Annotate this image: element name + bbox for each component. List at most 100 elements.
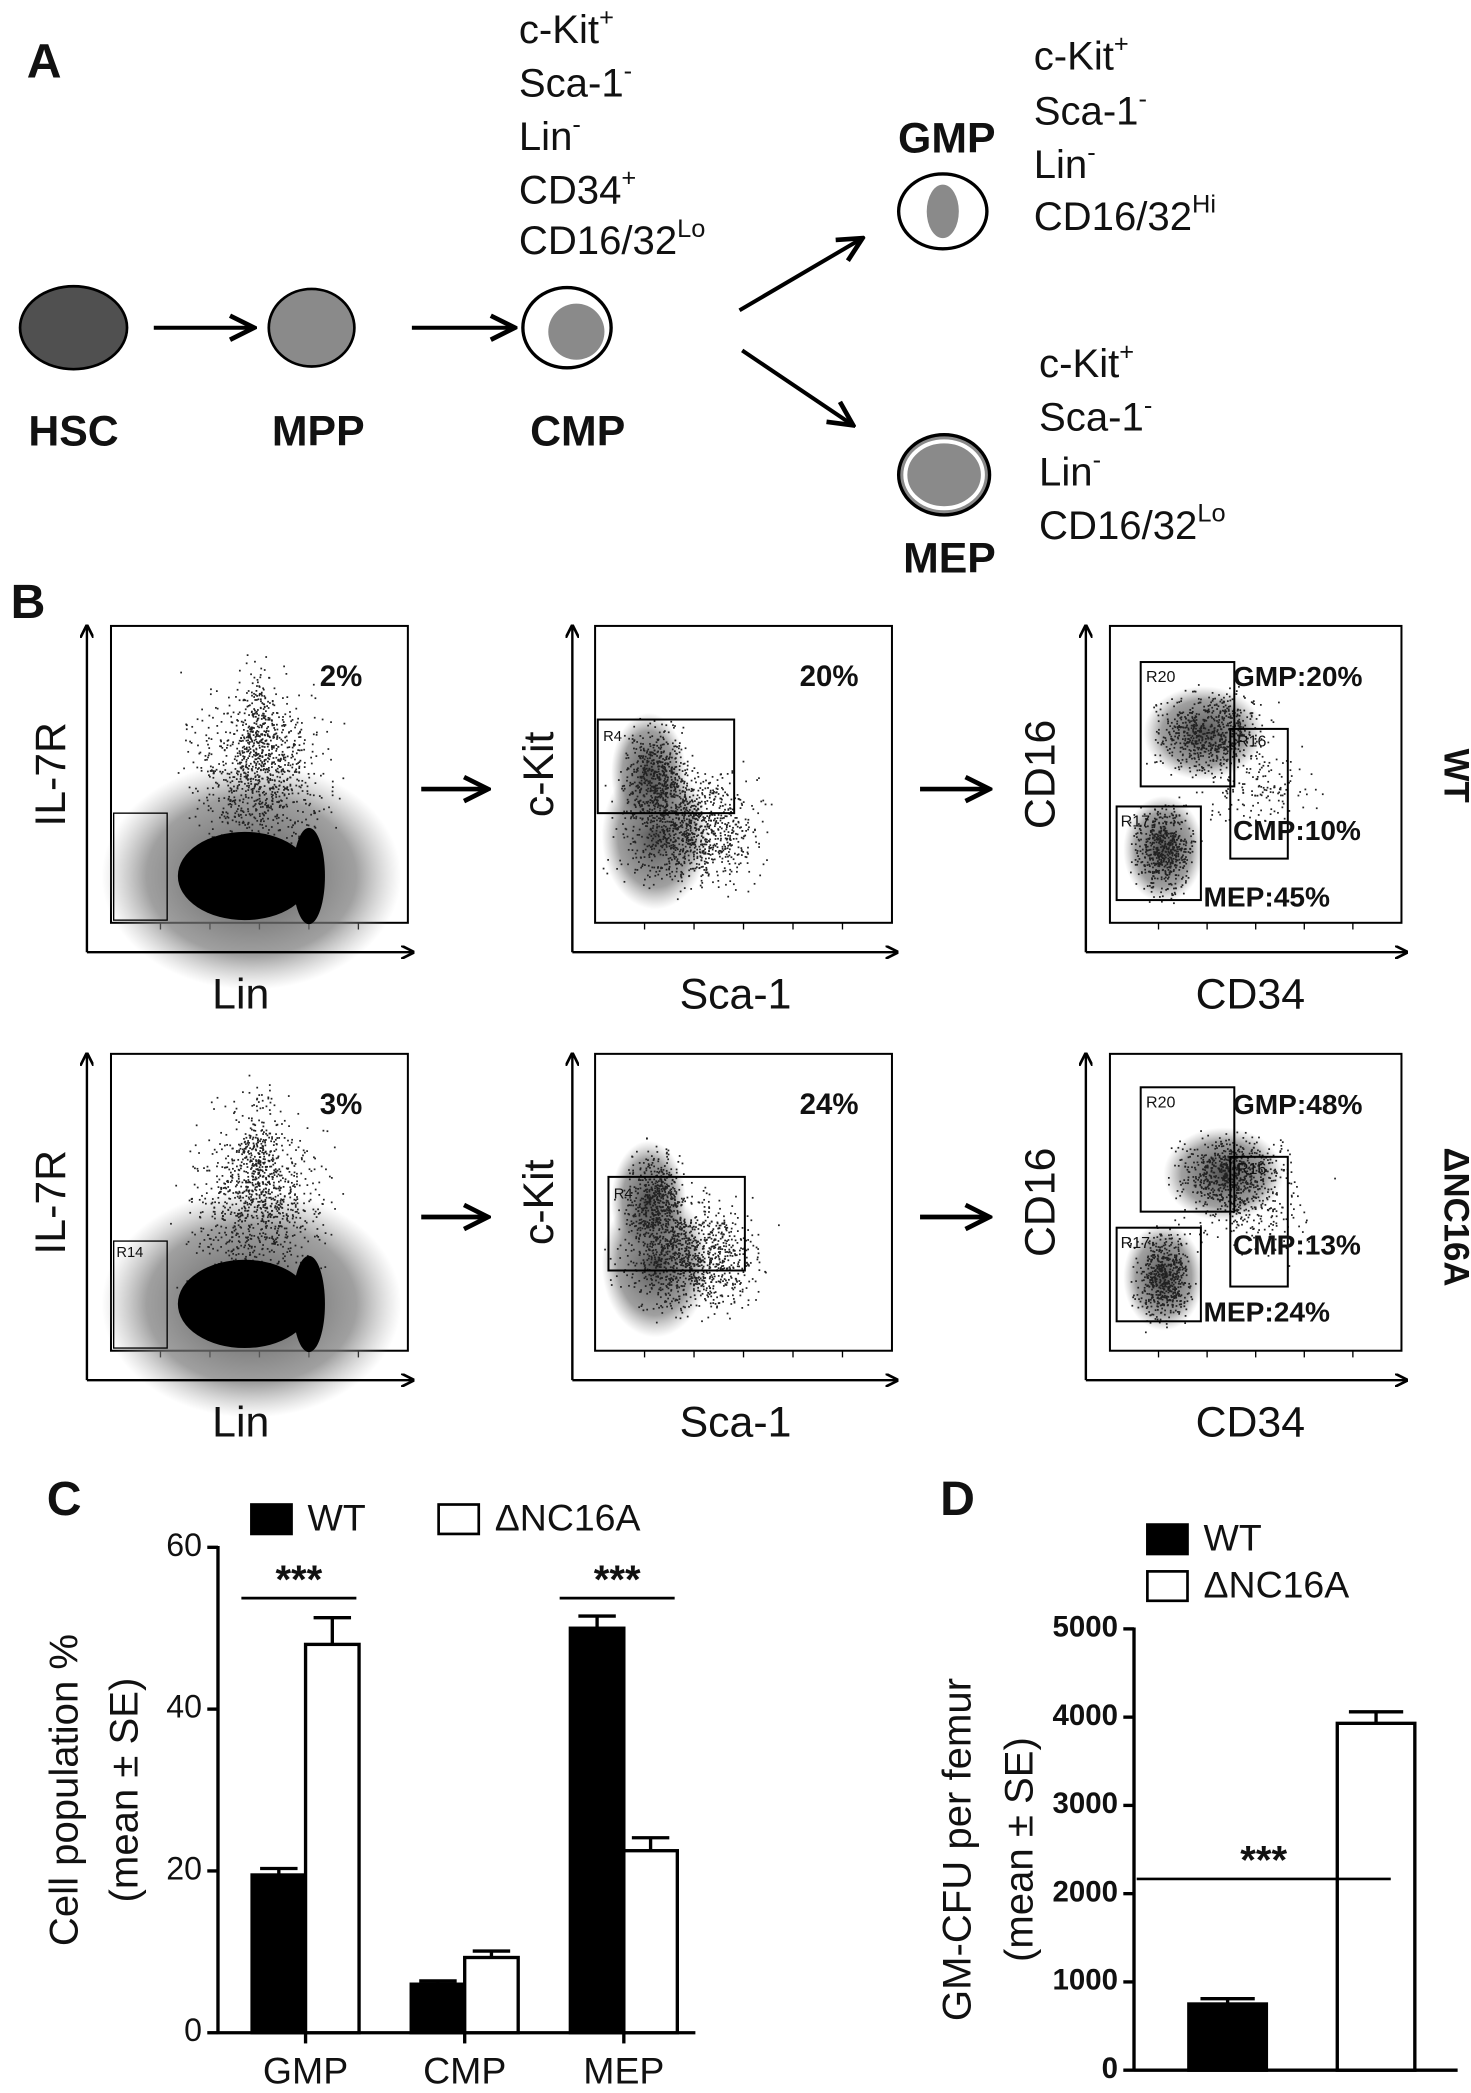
event-dot [664, 811, 667, 813]
event-dot [1136, 852, 1139, 854]
event-dot [635, 771, 638, 773]
event-dot [286, 702, 288, 705]
event-dot [290, 788, 293, 791]
event-dot [279, 766, 282, 768]
event-dot [1179, 746, 1182, 749]
event-dot [695, 863, 698, 865]
event-dot [262, 712, 265, 715]
event-dot [262, 769, 265, 771]
event-dot [1227, 779, 1230, 782]
event-dot [1244, 729, 1246, 732]
event-dot [1270, 719, 1273, 722]
event-dot [257, 730, 260, 733]
event-dot [1171, 754, 1174, 757]
event-dot [643, 795, 646, 798]
event-dot [198, 752, 201, 755]
event-dot [242, 769, 245, 772]
event-dot [1172, 870, 1175, 872]
event-dot [696, 857, 699, 860]
event-dot [705, 779, 707, 782]
event-dot [279, 760, 281, 763]
event-dot [1184, 844, 1187, 847]
density [611, 712, 687, 834]
event-dot [652, 843, 655, 846]
event-dot [1242, 791, 1245, 794]
event-dot [1174, 742, 1176, 745]
event-dot [642, 808, 645, 810]
event-dot [273, 1251, 275, 1253]
event-dot [301, 821, 303, 824]
event-dot [1188, 752, 1191, 755]
event-dot [238, 711, 241, 714]
event-dot [1187, 851, 1190, 853]
event-dot [216, 1249, 219, 1252]
event-dot [657, 840, 660, 842]
event-dot [257, 735, 260, 737]
event-dot [724, 856, 727, 858]
event-dot [1205, 735, 1208, 737]
event-dot [719, 839, 722, 842]
event-dot [658, 731, 661, 734]
event-dot [281, 731, 283, 734]
event-dot [235, 1214, 237, 1217]
event-dot [330, 811, 333, 814]
event-dot [244, 790, 247, 793]
event-dot [639, 746, 642, 749]
event-dot [1237, 729, 1240, 732]
event-dot [261, 801, 264, 804]
event-dot [1205, 740, 1208, 743]
event-dot [256, 742, 259, 744]
event-dot [1240, 726, 1242, 728]
event-dot [283, 789, 285, 791]
event-dot [209, 775, 211, 778]
event-dot [215, 1236, 217, 1239]
event-dot [666, 827, 669, 830]
event-dot [1159, 834, 1161, 837]
event-dot [680, 809, 683, 811]
event-dot [1177, 822, 1180, 824]
event-dot [1249, 718, 1252, 720]
event-dot [1237, 720, 1240, 723]
event-dot [285, 1167, 288, 1170]
event-dot [1196, 746, 1199, 749]
event-dot [1191, 707, 1194, 709]
event-dot [206, 796, 208, 799]
event-dot [640, 777, 643, 779]
event-dot [253, 761, 256, 764]
event-dot [258, 797, 261, 800]
event-dot [246, 1213, 249, 1216]
event-dot [714, 795, 717, 798]
event-dot [664, 837, 667, 839]
event-dot [1207, 745, 1210, 747]
event-dot [298, 736, 300, 738]
event-dot [254, 817, 257, 820]
event-dot [313, 810, 315, 812]
event-dot [698, 845, 701, 848]
event-dot [663, 759, 666, 761]
event-dot [276, 735, 279, 737]
event-dot [1193, 746, 1196, 748]
event-dot [1200, 730, 1203, 733]
event-dot [671, 742, 674, 745]
event-dot [242, 765, 245, 768]
event-dot [709, 789, 712, 792]
event-dot [255, 758, 258, 761]
event-dot [195, 787, 197, 790]
event-dot [1147, 837, 1150, 840]
event-dot [1157, 835, 1160, 838]
event-dot [658, 825, 660, 828]
event-dot [230, 771, 233, 774]
event-dot [631, 849, 634, 851]
event-dot [1157, 870, 1160, 873]
event-dot [198, 1215, 201, 1218]
event-dot [665, 791, 668, 794]
event-dot [1153, 823, 1156, 826]
event-dot [1161, 817, 1164, 820]
event-dot [721, 857, 724, 860]
event-dot [1209, 743, 1212, 746]
event-dot [680, 748, 683, 751]
event-dot [264, 812, 267, 815]
event-dot [1158, 816, 1161, 819]
event-dot [1165, 739, 1167, 742]
marker-base: CD34 [519, 168, 622, 212]
